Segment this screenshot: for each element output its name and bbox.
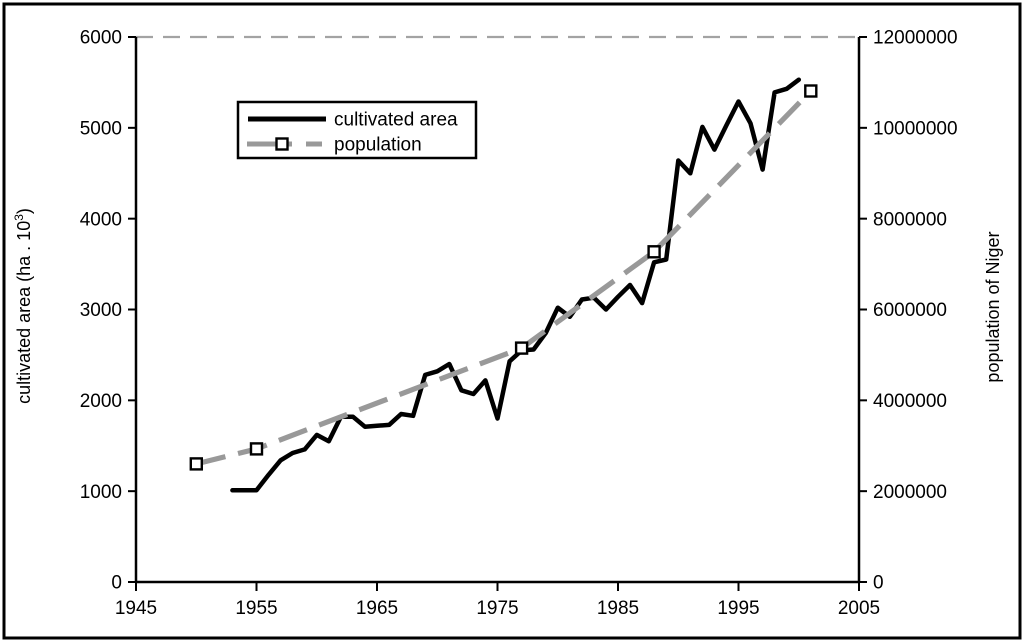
population-marker	[647, 245, 661, 259]
x-tick-label: 1985	[597, 598, 639, 619]
y-left-tick-label: 6000	[80, 28, 122, 49]
y-right-tick-label: 8000000	[873, 209, 947, 230]
population-marker	[514, 341, 529, 355]
x-tick-label: 1975	[476, 598, 518, 619]
population-marker	[189, 457, 204, 471]
y-right-tick-label: 2000000	[873, 482, 947, 503]
y-right-tick-label: 12000000	[873, 28, 958, 49]
y-left-axis-title: cultivated area (ha . 103)	[12, 208, 34, 404]
y-left-tick-label: 1000	[80, 482, 122, 503]
legend-population-square-marker-icon	[275, 137, 289, 151]
x-tick-label: 1955	[235, 598, 277, 619]
population-marker	[804, 84, 818, 98]
tick-layer: 0 1000 2000 3000 4000 5000 6000 0 2000000 4000000…	[80, 28, 958, 619]
legend-cultivated-area-label: cultivated area	[334, 110, 458, 131]
y-right-tick-label: 0	[873, 573, 884, 594]
series-layer	[189, 77, 818, 493]
y-left-tick-label: 3000	[80, 300, 122, 321]
legend: cultivated area population	[236, 100, 478, 160]
population-marker	[249, 442, 264, 456]
y-right-tick-label: 6000000	[873, 300, 947, 321]
y-right-axis-title: population of Niger	[983, 231, 1003, 382]
y-left-tick-label: 5000	[80, 118, 122, 139]
legend-population-label: population	[334, 135, 422, 156]
y-right-tick-label: 10000000	[873, 118, 958, 139]
x-tick-label: 1965	[356, 598, 398, 619]
y-left-tick-label: 2000	[80, 391, 122, 412]
x-tick-label: 1995	[717, 598, 759, 619]
y-left-tick-label: 0	[111, 573, 122, 594]
y-left-tick-label: 4000	[80, 209, 122, 230]
x-tick-label: 2005	[838, 598, 880, 619]
y-right-tick-label: 4000000	[873, 391, 947, 412]
x-tick-label: 1945	[115, 598, 157, 619]
cultivated-area-line	[230, 77, 802, 493]
